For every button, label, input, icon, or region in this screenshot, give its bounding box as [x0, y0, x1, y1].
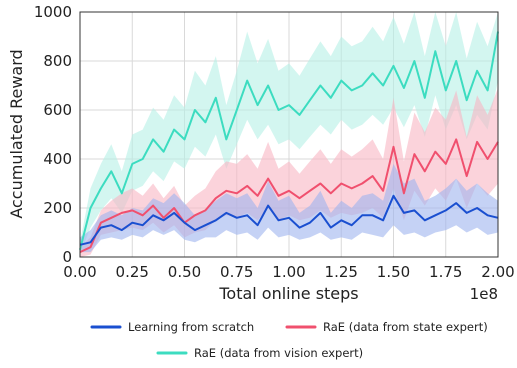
y-tick-label: 600 — [43, 101, 72, 119]
band-vision-expert — [80, 12, 498, 255]
x-tick-label: 0.25 — [116, 263, 149, 281]
legend-item-state-expert: RaE (data from state expert) — [285, 320, 488, 334]
line-state-expert — [79, 138, 499, 254]
x-tick-label: 2.00 — [481, 263, 514, 281]
line-scratch — [79, 194, 499, 246]
y-tick-label: 400 — [43, 150, 72, 168]
x-tick-label: 1.75 — [429, 263, 462, 281]
x-tick-label: 0.50 — [168, 263, 201, 281]
y-tick-label: 1000 — [34, 3, 72, 21]
axes: 0.00 0.25 0.50 0.75 1.00 1.25 1.50 1.75 2.00 0 200… — [34, 3, 515, 281]
y-tick-label: 800 — [43, 52, 72, 70]
legend-item-scratch: Learning from scratch — [90, 320, 254, 334]
confidence-bands — [80, 12, 498, 257]
x-tick-label: 1.25 — [325, 263, 358, 281]
legend-item-vision-expert: RaE (data from vision expert) — [156, 346, 363, 360]
x-axis-title: Total online steps — [218, 284, 358, 303]
x-tick-label: 0.00 — [63, 263, 96, 281]
x-multiplier-label: 1e8 — [470, 285, 498, 303]
legend: Learning from scratch RaE (data from sta… — [90, 320, 488, 360]
legend-label-state-expert: RaE (data from state expert) — [323, 320, 488, 334]
x-tick-label: 1.50 — [377, 263, 410, 281]
legend-label-vision-expert: RaE (data from vision expert) — [194, 346, 363, 360]
legend-label-scratch: Learning from scratch — [128, 320, 254, 334]
y-tick-label: 200 — [43, 199, 72, 217]
y-axis-title: Accumulated Reward — [7, 49, 26, 218]
line-vision-expert — [79, 31, 499, 250]
plot-frame — [79, 11, 499, 258]
x-tick-label: 0.75 — [220, 263, 253, 281]
x-tick-label: 1.00 — [272, 263, 305, 281]
band-scratch — [80, 163, 498, 253]
y-tick-label: 0 — [62, 248, 72, 266]
series-lines — [79, 31, 499, 254]
